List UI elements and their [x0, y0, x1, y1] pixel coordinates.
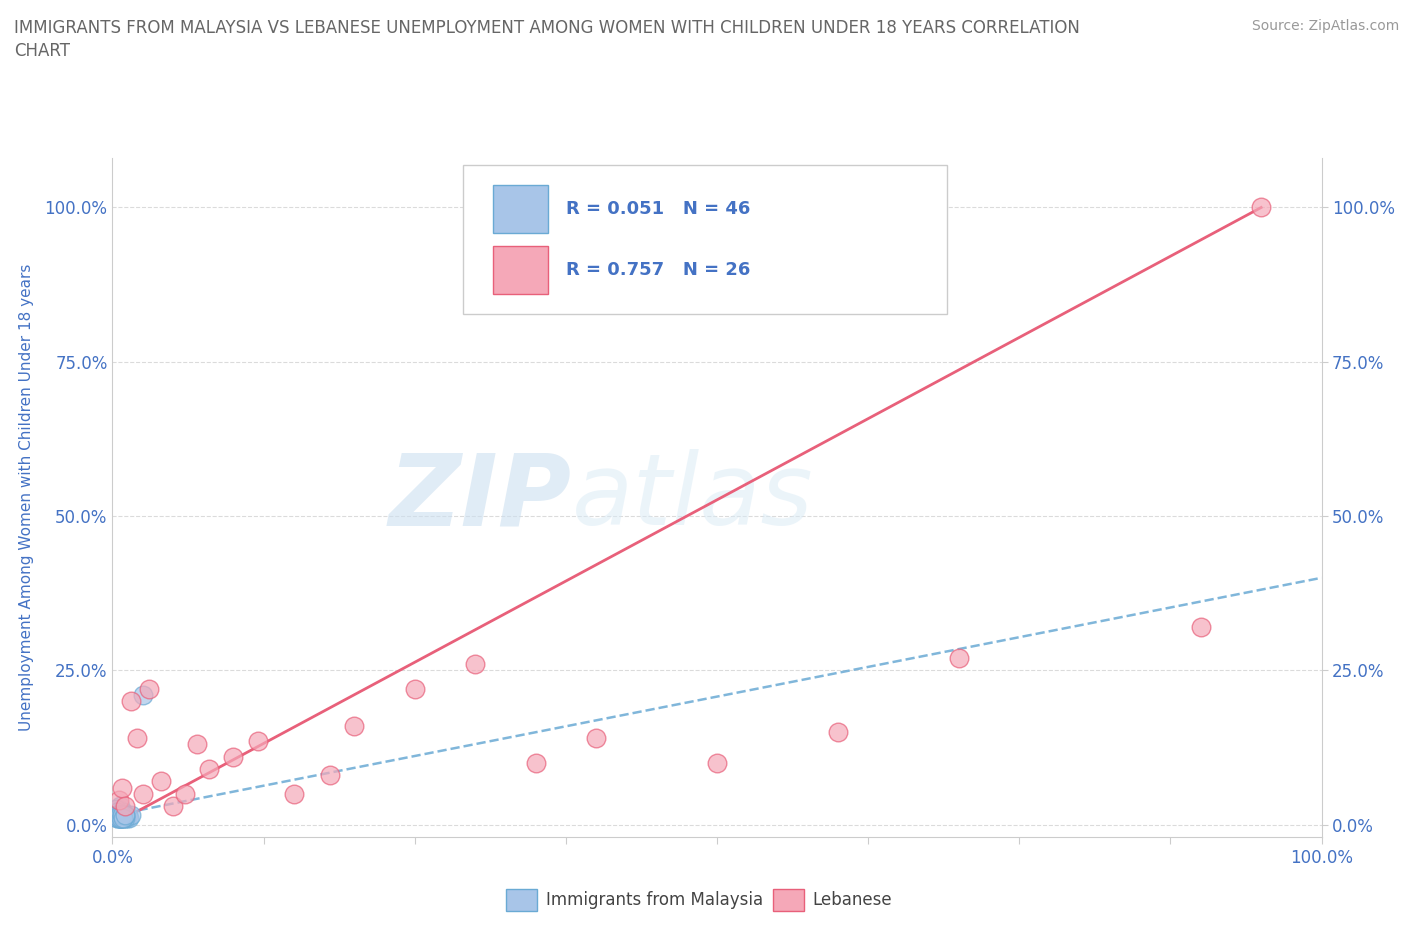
- Point: [404, 682, 426, 697]
- Point: [108, 811, 131, 826]
- Point: [110, 808, 132, 823]
- FancyBboxPatch shape: [494, 185, 548, 232]
- Point: [120, 808, 142, 823]
- Point: [198, 762, 221, 777]
- Point: [464, 657, 486, 671]
- Point: [706, 755, 728, 770]
- Point: [114, 811, 136, 826]
- Text: R = 0.757   N = 26: R = 0.757 N = 26: [565, 261, 751, 279]
- Point: [108, 811, 131, 826]
- Point: [111, 808, 134, 823]
- Point: [149, 774, 172, 789]
- Point: [107, 808, 129, 823]
- Point: [107, 811, 129, 826]
- Point: [105, 811, 128, 826]
- Point: [114, 799, 136, 814]
- Point: [948, 651, 970, 666]
- Point: [111, 808, 134, 823]
- Point: [132, 687, 155, 702]
- Point: [1250, 200, 1272, 215]
- Point: [246, 734, 269, 749]
- Point: [110, 811, 132, 826]
- Text: Lebanese: Lebanese: [813, 891, 893, 910]
- Point: [827, 724, 849, 739]
- FancyBboxPatch shape: [494, 246, 548, 294]
- Point: [524, 755, 547, 770]
- Point: [112, 804, 135, 819]
- FancyBboxPatch shape: [463, 165, 946, 314]
- Point: [222, 750, 245, 764]
- Point: [105, 808, 128, 823]
- Point: [174, 787, 197, 802]
- Point: [1189, 619, 1212, 634]
- Point: [110, 811, 132, 826]
- Point: [111, 808, 134, 823]
- Point: [125, 731, 148, 746]
- Point: [112, 811, 135, 826]
- Point: [108, 808, 131, 823]
- Point: [114, 808, 136, 823]
- Point: [110, 811, 132, 826]
- Point: [343, 719, 366, 734]
- Text: ZIP: ZIP: [389, 449, 572, 546]
- Point: [120, 694, 142, 709]
- Point: [105, 804, 128, 819]
- Point: [107, 808, 129, 823]
- Text: Source: ZipAtlas.com: Source: ZipAtlas.com: [1251, 19, 1399, 33]
- Point: [107, 802, 129, 817]
- Text: atlas: atlas: [572, 449, 814, 546]
- Point: [105, 811, 128, 826]
- Point: [105, 808, 128, 823]
- Point: [111, 811, 134, 826]
- Point: [114, 808, 136, 823]
- Point: [112, 808, 135, 823]
- Point: [107, 808, 129, 823]
- Point: [283, 787, 305, 802]
- Point: [105, 802, 128, 817]
- Point: [108, 811, 131, 826]
- Point: [105, 808, 128, 823]
- Point: [138, 682, 160, 697]
- Point: [162, 799, 184, 814]
- Text: IMMIGRANTS FROM MALAYSIA VS LEBANESE UNEMPLOYMENT AMONG WOMEN WITH CHILDREN UNDE: IMMIGRANTS FROM MALAYSIA VS LEBANESE UNE…: [14, 19, 1080, 36]
- Point: [105, 808, 128, 823]
- Point: [105, 804, 128, 819]
- Point: [115, 811, 138, 826]
- Point: [107, 792, 129, 807]
- Text: R = 0.051   N = 46: R = 0.051 N = 46: [565, 200, 751, 218]
- Point: [108, 799, 131, 814]
- Y-axis label: Unemployment Among Women with Children Under 18 years: Unemployment Among Women with Children U…: [18, 264, 34, 731]
- Point: [108, 808, 131, 823]
- Text: Immigrants from Malaysia: Immigrants from Malaysia: [546, 891, 762, 910]
- Point: [111, 780, 134, 795]
- Point: [319, 768, 342, 783]
- Point: [114, 808, 136, 823]
- Point: [111, 808, 134, 823]
- Point: [104, 804, 127, 819]
- Point: [110, 808, 132, 823]
- Point: [186, 737, 208, 751]
- Point: [107, 808, 129, 823]
- Point: [132, 787, 155, 802]
- Text: CHART: CHART: [14, 42, 70, 60]
- Point: [585, 731, 607, 746]
- Point: [114, 811, 136, 826]
- Point: [118, 811, 141, 826]
- Point: [117, 808, 139, 823]
- Point: [112, 811, 135, 826]
